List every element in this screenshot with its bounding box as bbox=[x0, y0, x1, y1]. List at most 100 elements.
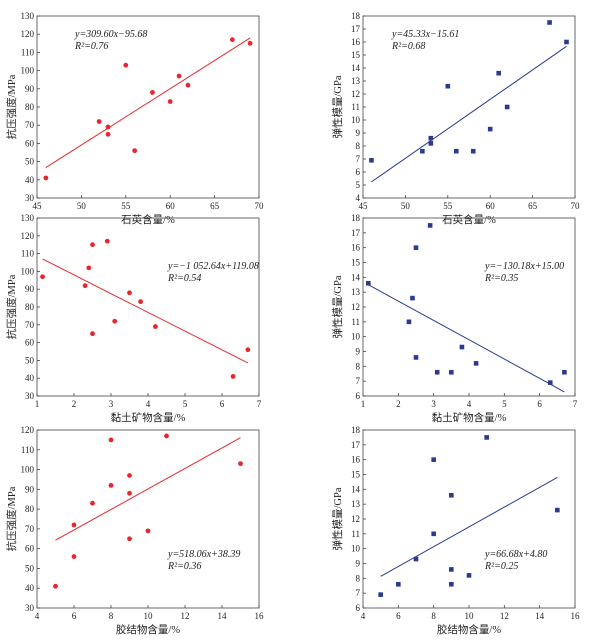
data-point bbox=[504, 104, 510, 110]
x-tick-label: 14 bbox=[535, 611, 545, 621]
x-axis-label: 胶结物含量/% bbox=[437, 623, 501, 636]
data-point bbox=[71, 554, 77, 559]
data-point bbox=[238, 461, 243, 467]
y-tick-label: 16 bbox=[351, 455, 361, 465]
y-tick-label: 6 bbox=[356, 391, 361, 401]
y-tick-label: 15 bbox=[351, 470, 361, 480]
y-tick-label: 12 bbox=[351, 514, 360, 524]
y-tick-label: 30 bbox=[25, 391, 35, 401]
data-point bbox=[230, 374, 236, 379]
y-axis-label: 弹性模量/GPa bbox=[331, 75, 344, 138]
y-tick-label: 30 bbox=[25, 193, 35, 203]
data-point bbox=[123, 62, 129, 68]
data-point bbox=[449, 567, 454, 572]
data-point bbox=[82, 283, 88, 289]
data-point bbox=[413, 245, 419, 250]
plot-frame bbox=[362, 429, 576, 609]
y-tick-label: 13 bbox=[351, 499, 361, 509]
r-squared: R²=0.54 bbox=[167, 273, 201, 284]
y-axis-label: 弹性模量/GPa bbox=[331, 487, 344, 550]
r-squared: R²=0.25 bbox=[484, 561, 518, 572]
y-axis-label: 抗压强度/MPa bbox=[5, 486, 18, 551]
fit-line bbox=[42, 258, 249, 364]
y-tick-label: 17 bbox=[351, 228, 361, 238]
x-tick-label: 4 bbox=[35, 611, 40, 621]
x-tick-label: 3 bbox=[431, 399, 436, 409]
data-point bbox=[176, 73, 182, 79]
y-tick-label: 13 bbox=[351, 287, 361, 297]
data-point bbox=[40, 274, 45, 280]
y-tick-label: 50 bbox=[25, 563, 35, 573]
y-tick-label: 40 bbox=[25, 175, 35, 185]
y-tick-label: 13 bbox=[351, 76, 361, 86]
y-tick-label: 110 bbox=[21, 249, 35, 259]
data-point bbox=[410, 295, 415, 301]
y-tick-label: 120 bbox=[21, 231, 35, 241]
plot-frame bbox=[36, 15, 260, 199]
r-squared: R²=0.76 bbox=[74, 41, 108, 52]
data-point bbox=[413, 556, 419, 562]
y-tick-label: 11 bbox=[351, 317, 360, 327]
x-tick-label: 8 bbox=[431, 611, 436, 621]
plot-frame bbox=[36, 429, 260, 609]
x-tick-label: 55 bbox=[121, 201, 131, 211]
y-tick-label: 17 bbox=[351, 24, 361, 34]
x-tick-label: 65 bbox=[528, 201, 538, 211]
chart-panel-1: 45 50 55 60 65 70 30 40 50 60 70 80 90 100 110 120 130 石英… bbox=[5, 11, 264, 226]
x-axis-label: 黏土矿物含量/% bbox=[432, 411, 507, 424]
x-tick-label: 65 bbox=[210, 201, 220, 211]
y-tick-label: 9 bbox=[356, 347, 361, 357]
data-point bbox=[413, 355, 419, 360]
data-point bbox=[369, 158, 374, 163]
y-tick-label: 110 bbox=[21, 47, 35, 57]
x-tick-label: 8 bbox=[109, 611, 114, 621]
data-point bbox=[449, 369, 454, 375]
chart-panel-6: 4 6 8 10 12 14 166789101112131415161718胶结物含量/%… bbox=[331, 425, 580, 636]
data-point bbox=[470, 148, 476, 154]
y-tick-label: 10 bbox=[351, 544, 361, 554]
y-tick-label: 100 bbox=[21, 465, 35, 475]
y-tick-label: 18 bbox=[351, 425, 361, 435]
data-point bbox=[496, 70, 501, 76]
data-point bbox=[396, 581, 401, 587]
y-tick-label: 90 bbox=[25, 484, 35, 494]
x-tick-label: 55 bbox=[443, 201, 453, 211]
x-tick-label: 4 bbox=[467, 399, 472, 409]
data-point bbox=[53, 583, 58, 589]
data-point bbox=[562, 369, 567, 375]
y-tick-label: 6 bbox=[356, 603, 361, 613]
y-tick-label: 10 bbox=[351, 332, 361, 342]
y-tick-label: 4 bbox=[356, 193, 361, 203]
data-point bbox=[229, 37, 235, 43]
x-tick-label: 3 bbox=[109, 399, 114, 409]
data-point bbox=[127, 473, 132, 478]
data-point bbox=[153, 324, 158, 329]
x-tick-label: 60 bbox=[486, 201, 496, 211]
y-tick-label: 5 bbox=[356, 180, 361, 190]
y-tick-label: 70 bbox=[25, 524, 35, 534]
fit-line bbox=[380, 477, 558, 577]
x-tick-label: 6 bbox=[220, 399, 225, 409]
x-axis-label: 石英含量/% bbox=[121, 213, 175, 226]
y-tick-label: 18 bbox=[351, 213, 361, 223]
data-point bbox=[459, 344, 465, 350]
data-point bbox=[150, 90, 155, 95]
data-point bbox=[112, 318, 118, 324]
y-tick-label: 60 bbox=[25, 544, 35, 554]
y-tick-label: 15 bbox=[351, 258, 361, 268]
y-tick-label: 100 bbox=[21, 266, 35, 276]
y-tick-label: 7 bbox=[356, 376, 361, 386]
fit-equation: y=518.06x+38.39 bbox=[167, 549, 240, 560]
x-axis-label: 胶结物含量/% bbox=[116, 623, 180, 636]
fit-line bbox=[371, 45, 567, 183]
data-point bbox=[428, 135, 434, 141]
y-tick-label: 60 bbox=[25, 138, 35, 148]
y-tick-label: 40 bbox=[25, 373, 35, 383]
y-tick-label: 11 bbox=[351, 102, 360, 112]
data-point bbox=[555, 507, 560, 513]
y-tick-label: 50 bbox=[25, 157, 35, 167]
x-tick-label: 7 bbox=[573, 399, 578, 409]
chart-panel-3: 1 2 3 4 5 6 7 30 40 50 60 70 80 90 100 110 120 130 黏土矿物含量/… bbox=[5, 213, 262, 424]
y-tick-label: 90 bbox=[25, 84, 35, 94]
